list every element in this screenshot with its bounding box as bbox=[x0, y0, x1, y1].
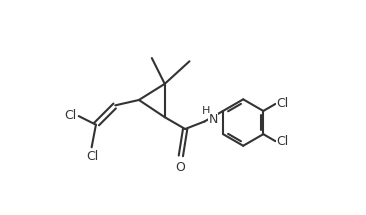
Text: Cl: Cl bbox=[276, 97, 289, 111]
Text: Cl: Cl bbox=[276, 135, 289, 148]
Text: H: H bbox=[201, 106, 210, 116]
Text: N: N bbox=[208, 113, 218, 126]
Text: O: O bbox=[175, 161, 185, 174]
Text: Cl: Cl bbox=[64, 109, 76, 122]
Text: Cl: Cl bbox=[87, 150, 99, 163]
